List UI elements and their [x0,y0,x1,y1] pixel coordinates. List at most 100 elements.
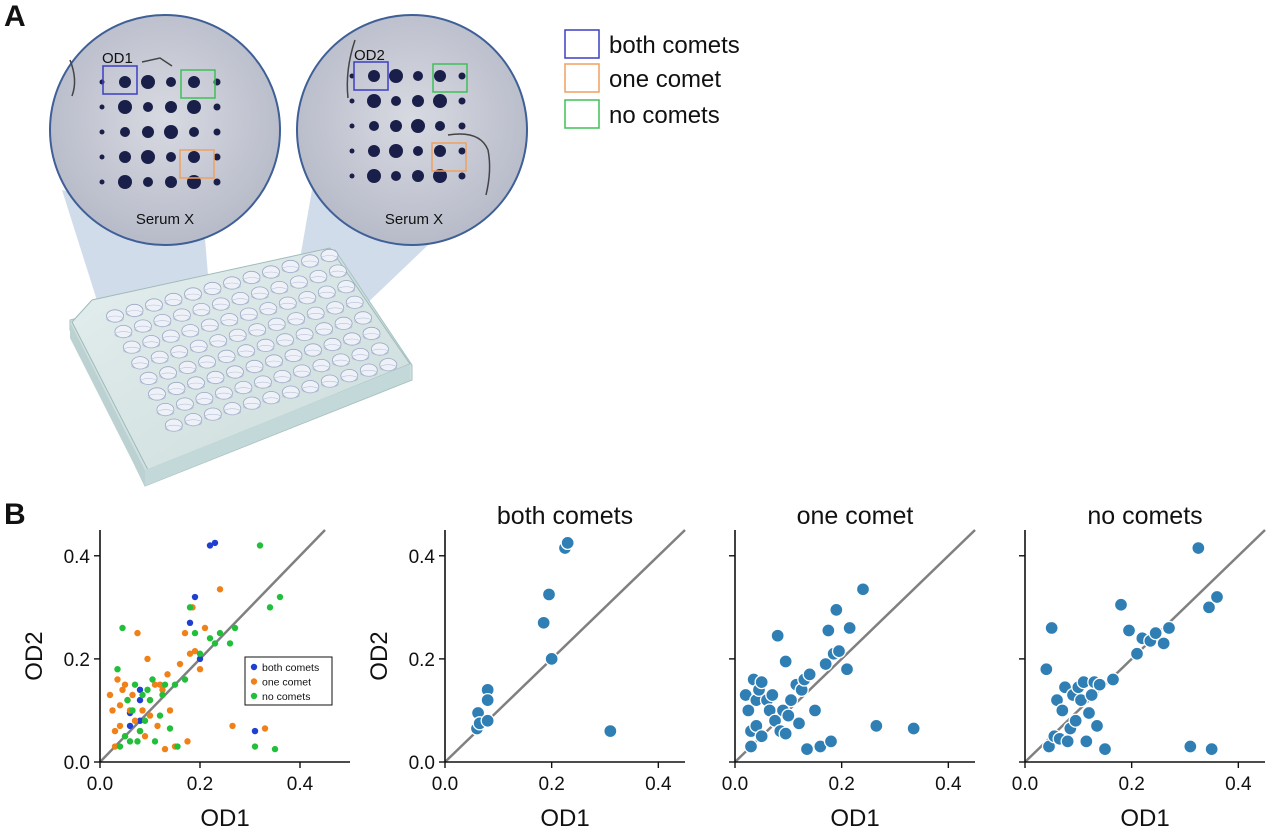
dish-left-spot [189,127,199,137]
data-point [211,539,219,547]
data-point [154,722,161,730]
data-point [141,733,149,740]
plate-well-rim [251,292,269,300]
dish-left-spot [141,150,155,164]
plate-well-rim [281,266,300,273]
plate-well-rim [262,397,281,405]
dish-right-spot [433,94,447,108]
plate-well-rim [184,419,203,427]
dish-left-spot [166,152,176,162]
plate-well-rim [187,382,205,390]
plate-well-rim [276,339,294,347]
plate-well-rim [150,356,169,364]
dish-right-spot [435,121,445,131]
plate-well-rim [334,323,353,330]
data-point [1121,623,1137,638]
plate-well-rim [206,377,225,384]
data-point [151,681,159,688]
dish-left-spot [119,76,131,88]
data-point [821,623,836,638]
data-point [121,681,129,688]
data-point [271,745,279,753]
panel-a-illustration: OD1 Serum X OD2 Serum X both comets one … [49,14,740,487]
legend-swatch-one-comet [564,63,600,93]
dish-left-od-label: OD1 [102,50,133,67]
debris-fiber-left-2 [141,57,173,67]
data-point [149,676,156,683]
dish-left-spot [142,126,154,138]
box-both-comets-right [353,61,389,91]
x-tick-label: 0.0 [432,774,458,795]
data-point [1105,672,1121,687]
data-point [251,727,259,735]
data-point [159,691,166,699]
data-point [781,708,796,723]
plate-well-rim [142,341,161,349]
plate-well-rim [162,335,180,343]
data-point [164,671,171,678]
dish-left-spot [213,153,221,161]
data-point [206,542,214,549]
debris-fiber-right-2 [447,133,491,196]
y-tick-label: 0.2 [64,650,90,671]
well-plate [69,247,413,487]
dish-right-spot [458,147,466,155]
data-point [754,729,769,744]
plate-well-rim [217,356,236,363]
plate-well-rim [198,361,216,369]
data-point [191,647,199,655]
plate-well-rim [237,350,255,358]
plate-well-rim [215,392,233,400]
data-point [783,692,799,708]
plate-well-rim [309,276,328,283]
data-point [770,628,785,643]
data-point [161,681,169,688]
debris-fiber-left [69,59,76,97]
data-point [1079,734,1094,749]
plate-well-rim [164,299,183,306]
box-no-comets-left [180,69,216,99]
data-point [129,691,136,699]
box-both-comets-left [102,65,138,95]
plate-well-rim [134,325,152,333]
legend-label-both-comets: both comets [609,32,740,59]
data-point [119,624,126,632]
plate-well-rim [317,291,336,299]
data-point [166,707,174,714]
data-point [114,666,121,673]
data-point [1039,662,1054,677]
dish-right-spot [412,95,424,107]
data-point [141,717,149,724]
data-point [126,738,134,745]
dish-left-spot [213,178,221,186]
plate-well-rim [359,369,378,377]
plate-well-rim [145,304,163,312]
dish-right-spot [458,72,466,80]
plate-well-rim [123,346,141,354]
data-point [166,725,174,732]
legend-swatch-both-comets [564,29,600,59]
box-no-comets-right [432,63,468,93]
data-point [765,687,780,703]
data-point [829,602,844,618]
debris-fiber-right [346,39,356,99]
data-point [116,722,124,730]
data-point [778,726,793,741]
data-point [743,739,759,754]
data-point [216,629,224,637]
dish-left-spot [118,175,132,189]
data-point [146,712,154,719]
data-point [129,707,136,714]
plate-well-rim [195,398,214,405]
data-point [1201,600,1217,615]
data-point [136,696,144,704]
plate-well-rim [242,277,261,284]
plate-well-rim [326,307,345,315]
y-tick-label: 0.0 [409,753,435,774]
identity-line [99,529,326,763]
dish-right-spot [367,94,381,108]
x-tick-label: 0.4 [935,774,962,795]
data-point [560,535,575,551]
x-tick-label: 0.2 [828,774,854,795]
plate-well-rim [173,314,191,322]
